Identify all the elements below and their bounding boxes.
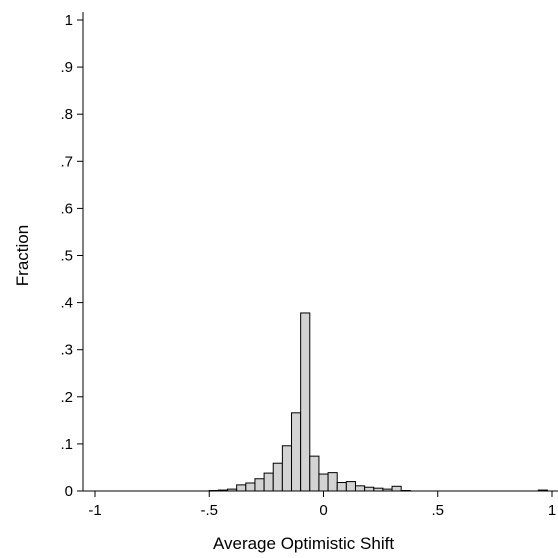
y-tick-label: .6	[60, 200, 73, 217]
x-tick-label: -1	[88, 502, 101, 519]
histogram-bar	[300, 312, 311, 492]
histogram-bar	[236, 484, 247, 492]
y-tick-label: .1	[60, 436, 73, 453]
histogram-bar	[281, 445, 293, 492]
axes-layer: 0 .1 .2 .3 .4 .5 .6 .7 .8 .9 1 -1 -.5 0 .5 1	[60, 12, 558, 519]
y-tick-label: .3	[60, 342, 73, 359]
y-axis-title: Fraction	[13, 225, 32, 286]
x-axis-title: Average Optimistic Shift	[213, 534, 394, 553]
histogram-bar	[391, 485, 402, 492]
histogram-bar	[291, 412, 302, 492]
histogram-bar	[364, 486, 375, 492]
x-tick-label: 0	[319, 502, 327, 519]
histogram-bar	[309, 455, 320, 492]
y-axis-ticks: 0 .1 .2 .3 .4 .5 .6 .7 .8 .9 1	[60, 12, 83, 500]
y-tick-label: 1	[65, 12, 73, 29]
y-tick-label: 0	[65, 483, 73, 500]
y-tick-label: .5	[60, 248, 73, 265]
y-tick-label: .4	[60, 295, 73, 312]
histogram-bar	[245, 482, 256, 492]
histogram-bar	[254, 478, 265, 492]
bars-layer	[208, 312, 548, 492]
y-tick-label: .2	[60, 389, 73, 406]
y-tick-label: .9	[60, 59, 73, 76]
histogram-bar	[336, 482, 347, 492]
histogram-bar	[318, 473, 329, 492]
x-axis-ticks: -1 -.5 0 .5 1	[88, 491, 556, 519]
y-tick-label: .7	[60, 153, 73, 170]
x-tick-label: 1	[548, 502, 556, 519]
histogram-bar	[354, 485, 366, 492]
y-tick-label: .8	[60, 106, 73, 123]
histogram-bar	[345, 481, 356, 492]
x-tick-label: .5	[431, 502, 444, 519]
x-tick-label: -.5	[200, 502, 218, 519]
histogram-bar	[263, 472, 274, 492]
histogram-bar	[272, 462, 283, 492]
histogram-bar	[327, 472, 338, 492]
